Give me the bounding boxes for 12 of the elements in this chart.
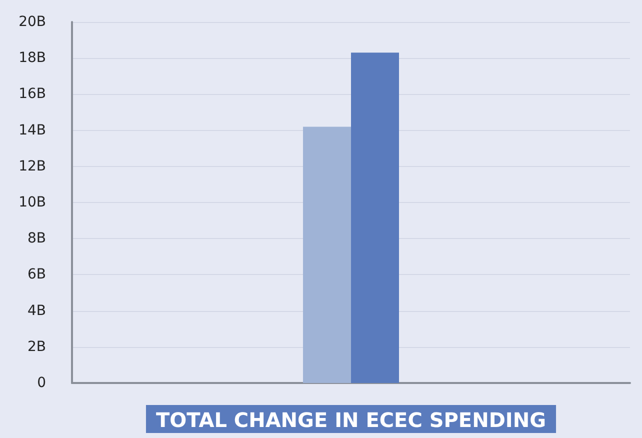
y-tick-label: 0 <box>37 375 46 391</box>
y-tick-label: 4B <box>27 302 46 319</box>
y-tick-label: 2B <box>27 338 46 355</box>
y-tick-label: 6B <box>27 266 46 283</box>
y-tick-label: 12B <box>18 158 46 174</box>
y-tick-label: 14B <box>18 122 46 138</box>
y-tick-label: 18B <box>18 50 46 66</box>
y-tick-label: 10B <box>18 194 46 210</box>
y-tick-label: 16B <box>18 86 46 102</box>
y-tick-label: 8B <box>27 230 46 247</box>
y-tick-label: 20B <box>18 14 46 30</box>
x-axis-title: TOTAL CHANGE IN ECEC SPENDING <box>156 408 546 432</box>
